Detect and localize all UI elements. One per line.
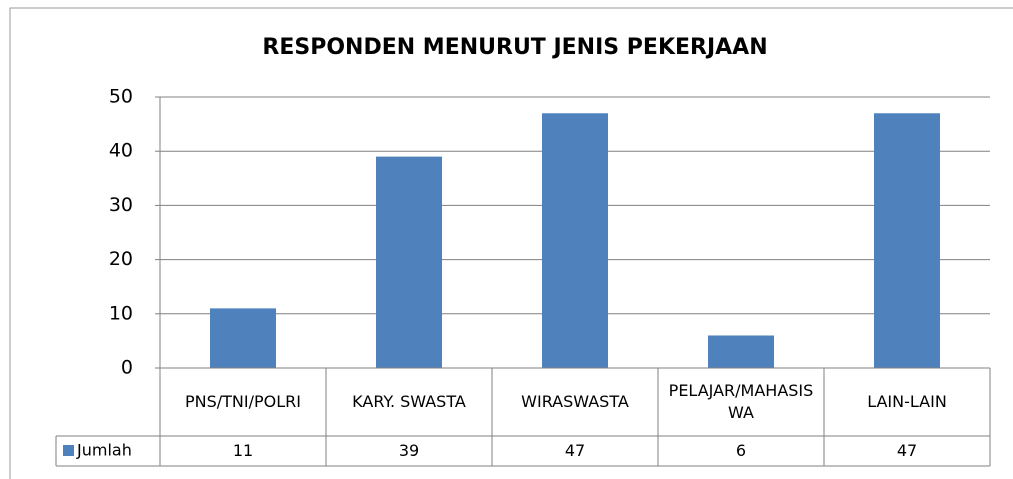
y-tick-label: 40 — [109, 140, 133, 162]
bar — [874, 113, 940, 368]
bar — [210, 308, 276, 368]
x-tick-label: WIRASWASTA — [521, 392, 629, 411]
data-table-value: 6 — [735, 441, 747, 460]
chart-title: RESPONDEN MENURUT JENIS PEKERJAAN — [262, 35, 767, 60]
legend-label: Jumlah — [76, 441, 132, 460]
y-tick-label: 50 — [109, 86, 133, 108]
x-tick-label: KARY. SWASTA — [352, 392, 466, 411]
y-tick-label: 10 — [109, 302, 133, 324]
chart-border — [9, 7, 1013, 479]
bar — [376, 156, 442, 368]
x-tick-label: PELAJAR/MAHASISWA — [668, 381, 814, 422]
y-tick-label: 20 — [109, 248, 133, 270]
y-tick-label: 0 — [121, 357, 133, 379]
x-tick-label: PNS/TNI/POLRI — [184, 392, 301, 411]
x-tick-label: LAIN-LAIN — [867, 392, 947, 411]
y-tick-label: 30 — [109, 194, 133, 216]
data-table-value: 47 — [564, 441, 586, 460]
bar — [542, 113, 608, 368]
legend-swatch — [63, 445, 74, 456]
bar — [708, 335, 774, 368]
data-table-value: 39 — [398, 441, 420, 460]
data-table-value: 11 — [232, 441, 254, 460]
data-table-value: 47 — [896, 441, 918, 460]
